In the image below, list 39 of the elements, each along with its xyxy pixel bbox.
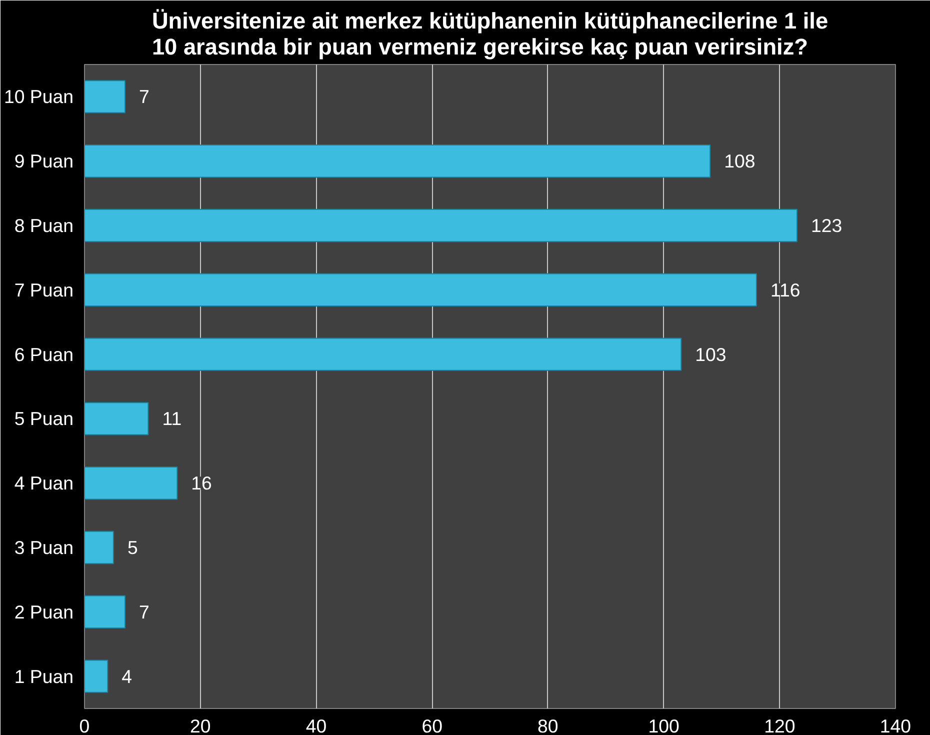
data-label: 103 xyxy=(695,344,726,365)
x-tick-label: 100 xyxy=(648,716,680,735)
y-tick-label: 3 Puan xyxy=(14,537,74,558)
bar xyxy=(84,402,149,436)
x-tick-label: 20 xyxy=(190,716,211,735)
y-tick-label: 6 Puan xyxy=(14,344,74,365)
x-tick-label: 40 xyxy=(306,716,327,735)
data-label: 7 xyxy=(139,86,150,108)
y-tick-label: 7 Puan xyxy=(14,279,74,300)
chart-title: Üniversitenize ait merkez kütüphanenin kütüphanecilerine 1 ile 10 arasında bir puan vermeniz gerekirse kaç puan verirsiniz? xyxy=(152,8,828,60)
data-label: 11 xyxy=(162,408,182,430)
y-tick-label: 4 Puan xyxy=(14,472,74,494)
y-tick-label: 2 Puan xyxy=(14,601,74,622)
y-tick-label: 1 Puan xyxy=(14,666,74,687)
y-tick-label: 8 Puan xyxy=(14,215,74,236)
data-label: 108 xyxy=(724,150,756,172)
bar xyxy=(84,80,126,114)
bar xyxy=(84,660,108,693)
data-label: 123 xyxy=(811,215,842,236)
data-label: 116 xyxy=(770,279,800,300)
y-tick-label: 9 Puan xyxy=(14,150,74,172)
x-tick-label: 140 xyxy=(880,716,912,735)
x-tick-label: 0 xyxy=(79,716,90,735)
x-tick-label: 60 xyxy=(422,716,442,735)
bar xyxy=(84,144,711,178)
bar xyxy=(84,338,682,371)
x-tick-label: 80 xyxy=(538,716,558,735)
bar xyxy=(84,530,114,564)
y-tick-label: 10 Puan xyxy=(4,86,74,108)
data-label: 16 xyxy=(191,472,212,494)
bar xyxy=(84,466,178,500)
y-tick-label: 5 Puan xyxy=(14,408,74,430)
bar xyxy=(84,595,126,628)
data-label: 4 xyxy=(122,666,132,687)
data-label: 7 xyxy=(139,601,150,622)
bar xyxy=(84,208,798,242)
x-tick-label: 120 xyxy=(764,716,796,735)
data-label: 5 xyxy=(127,537,138,558)
bar xyxy=(84,273,757,306)
